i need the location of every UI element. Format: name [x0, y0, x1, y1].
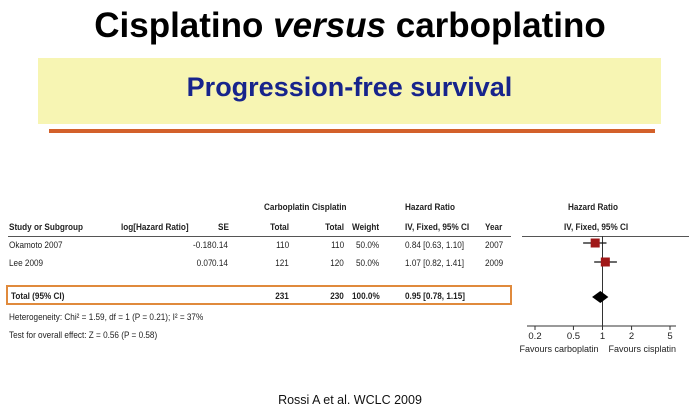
row-study: Okamoto 2007 — [9, 240, 63, 251]
overall-effect-text: Test for overall effect: Z = 0.56 (P = 0… — [9, 330, 158, 341]
x-tick-label: 0.5 — [567, 331, 580, 342]
row-weight: 50.0% — [356, 258, 380, 269]
citation: Rossi A et al. WCLC 2009 — [278, 393, 422, 407]
row-year: 2007 — [485, 240, 504, 251]
subtitle-banner: Progression-free survival — [38, 58, 661, 124]
favours-right-label: Favours cisplatin — [609, 344, 677, 354]
table-header-rule — [8, 236, 511, 237]
favours-left-label: Favours carboplatin — [519, 344, 598, 354]
banner-title: Progression-free survival — [186, 72, 513, 102]
header-weight: Weight — [352, 222, 380, 233]
header-hr-method: IV, Fixed, 95% CI — [405, 222, 470, 233]
study-point-marker — [600, 257, 610, 267]
header-log-hr: log[Hazard Ratio] — [121, 222, 189, 233]
row-cis-total: 120 — [330, 258, 344, 269]
header-se: SE — [218, 222, 229, 233]
row-hr-ci: 1.07 [0.82, 1.41] — [405, 258, 465, 269]
row-year: 2009 — [485, 258, 504, 269]
study-point-marker — [590, 238, 600, 248]
row-weight: 50.0% — [356, 240, 380, 251]
row-log-hr: -0.18 — [193, 240, 212, 251]
total-hr-ci: 0.95 [0.78, 1.15] — [405, 291, 465, 302]
header-study: Study or Subgroup — [9, 222, 83, 233]
header-cis-total: Total — [325, 222, 344, 233]
header-hazard-ratio: Hazard Ratio — [405, 202, 455, 213]
header-cisplatin: Cisplatin — [312, 202, 347, 213]
header-year: Year — [485, 222, 503, 233]
plot-header-title: Hazard Ratio — [568, 202, 618, 213]
plot-header-method: IV, Fixed, 95% CI — [564, 222, 629, 233]
row-log-hr: 0.07 — [196, 258, 212, 269]
plot-header-rule — [522, 236, 689, 237]
x-tick-label: 2 — [629, 331, 634, 342]
row-se: 0.14 — [212, 240, 228, 251]
x-tick-label: 0.2 — [528, 331, 541, 342]
total-carbo: 231 — [275, 291, 289, 302]
header-carbo-total: Total — [270, 222, 289, 233]
row-hr-ci: 0.84 [0.63, 1.10] — [405, 240, 465, 251]
total-highlight-box — [6, 285, 512, 305]
total-label: Total (95% CI) — [11, 291, 65, 302]
row-cis-total: 110 — [330, 240, 344, 251]
slide-title: Cisplatino versus carboplatino — [94, 6, 606, 45]
row-carbo-total: 121 — [275, 258, 289, 269]
header-carboplatin: Carboplatin — [264, 202, 310, 213]
row-carbo-total: 110 — [275, 240, 289, 251]
heterogeneity-text: Heterogeneity: Chi² = 1.59, df = 1 (P = … — [9, 312, 204, 323]
pooled-diamond — [592, 291, 609, 303]
total-weight: 100.0% — [352, 291, 380, 302]
row-se: 0.14 — [212, 258, 228, 269]
row-study: Lee 2009 — [9, 258, 44, 269]
x-tick-label: 5 — [667, 331, 672, 342]
total-cis: 230 — [330, 291, 344, 302]
orange-divider — [49, 129, 655, 133]
x-tick-label: 1 — [600, 331, 605, 342]
